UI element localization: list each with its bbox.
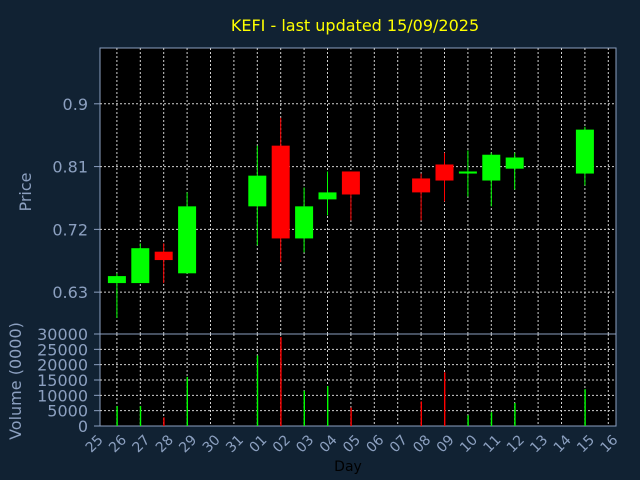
x-tick-label: 12 — [504, 432, 528, 456]
price-ytick-label: 0.63 — [52, 283, 88, 302]
volume-bar-11 — [490, 412, 493, 426]
volume-bar-09 — [444, 372, 446, 426]
volume-bar-10 — [467, 415, 469, 426]
candle-body — [318, 192, 337, 200]
volume-bar-05 — [350, 407, 352, 426]
volume-bar-28 — [163, 417, 165, 426]
candle-body — [435, 164, 454, 181]
candle-body — [295, 206, 314, 239]
x-tick-label: 08 — [410, 432, 434, 456]
candle-05 — [341, 171, 360, 221]
x-tick-label: 02 — [270, 432, 294, 456]
candle-12 — [505, 152, 524, 190]
volume-bar-01 — [256, 355, 259, 426]
volume-bar-15 — [584, 389, 586, 426]
candle-body — [458, 171, 477, 174]
price-ytick-label: 0.81 — [52, 158, 88, 177]
volume-bar-29 — [186, 376, 188, 426]
x-tick-label: 29 — [176, 432, 200, 456]
x-tick-label: 26 — [106, 432, 130, 456]
price-ytick-label: 0.72 — [52, 220, 88, 239]
volume-bar-08 — [420, 401, 422, 426]
x-tick-label: 16 — [598, 432, 622, 456]
x-tick-label: 31 — [223, 432, 247, 456]
volume-bar-03 — [303, 390, 305, 426]
x-tick-label: 11 — [481, 432, 505, 456]
candle-02 — [271, 117, 290, 263]
x-tick-label: 07 — [387, 432, 411, 456]
x-tick-label: 14 — [551, 432, 575, 456]
candle-04 — [318, 171, 337, 216]
candle-01 — [248, 145, 267, 246]
candle-28 — [154, 243, 173, 284]
candle-body — [482, 154, 501, 181]
volume-bar-26 — [116, 406, 118, 426]
volume-ytick-label: 10000 — [37, 386, 88, 405]
x-tick-label: 09 — [434, 432, 458, 456]
x-tick-label: 15 — [574, 432, 598, 456]
volume-bar-04 — [327, 386, 329, 426]
candle-15 — [575, 126, 594, 186]
candle-body — [178, 206, 197, 274]
x-tick-label: 28 — [153, 432, 177, 456]
x-tick-label: 27 — [130, 432, 154, 456]
candle-body — [271, 145, 290, 239]
volume-ytick-label: 5000 — [47, 402, 88, 421]
candle-body — [412, 178, 431, 193]
x-tick-label: 30 — [200, 432, 224, 456]
candle-body — [107, 276, 126, 284]
candle-body — [131, 248, 150, 284]
candle-body — [154, 251, 173, 261]
volume-axis-label: Volume (0000) — [6, 322, 25, 440]
candle-09 — [435, 152, 454, 202]
price-axis-label: Price — [16, 172, 35, 211]
volume-bar-02 — [280, 337, 282, 426]
candle-26 — [107, 273, 126, 318]
x-tick-label: 10 — [457, 432, 481, 456]
candle-03 — [295, 187, 314, 253]
candle-body — [248, 175, 267, 207]
price-ytick-label: 0.9 — [63, 95, 88, 114]
x-axis-label: Day — [334, 459, 362, 475]
volume-bar-27 — [139, 406, 142, 426]
candle-body — [341, 171, 360, 195]
candle-27 — [131, 243, 150, 284]
candle-11 — [482, 152, 501, 207]
x-tick-label: 06 — [364, 432, 388, 456]
candle-08 — [412, 173, 431, 221]
chart-title: KEFI - last updated 15/09/2025 — [231, 16, 479, 35]
x-tick-label: 04 — [317, 432, 341, 456]
x-tick-label: 05 — [340, 432, 364, 456]
candle-10 — [458, 150, 477, 197]
x-tick-label: 13 — [527, 432, 551, 456]
volume-ytick-label: 25000 — [37, 340, 88, 359]
volume-bar-12 — [514, 403, 516, 426]
x-tick-label: 01 — [247, 432, 271, 456]
volume-ytick-label: 20000 — [37, 356, 88, 375]
candle-body — [505, 157, 524, 169]
volume-ytick-label: 15000 — [37, 371, 88, 390]
volume-ytick-label: 30000 — [37, 325, 88, 344]
candle-29 — [178, 192, 197, 274]
x-tick-label: 03 — [293, 432, 317, 456]
volume-ytick-label: 0 — [78, 417, 88, 436]
candle-body — [575, 129, 594, 174]
